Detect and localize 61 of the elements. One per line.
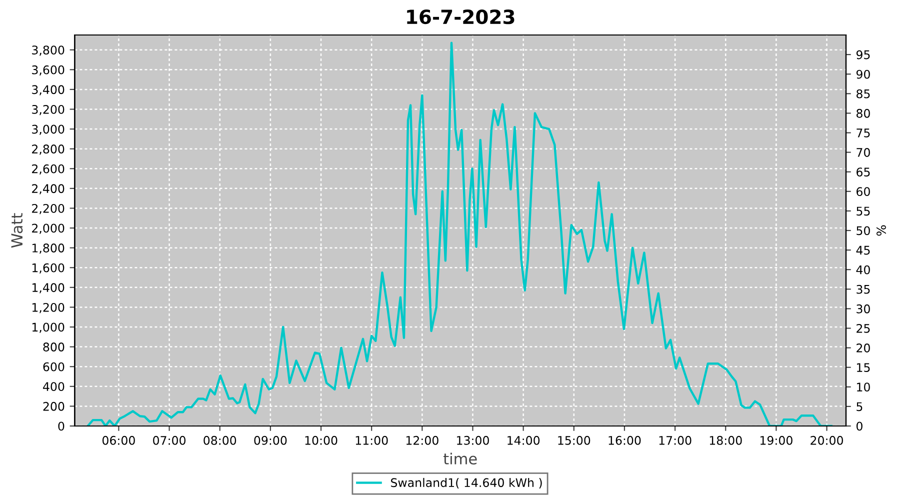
y2-tick-label: 30 — [856, 304, 870, 314]
chart-title: 16-7-2023 — [407, 9, 514, 24]
y2-tick-label: 65 — [856, 168, 870, 177]
x-tick-label: 10:00 — [305, 436, 338, 445]
y2-tick-label: 15 — [857, 363, 870, 372]
line-series — [86, 42, 832, 426]
x-tick-label: 12:00 — [406, 436, 438, 445]
x-tick-label: 20:00 — [810, 436, 844, 445]
y2-tick-label: 70 — [856, 148, 870, 157]
y-tick-label: 2,800 — [32, 144, 64, 155]
y-tick-label: 1,600 — [32, 263, 64, 274]
y-tick-label: 1,000 — [32, 322, 64, 333]
x-tick-label: 15:00 — [558, 436, 590, 445]
y-tick-label: 1,200 — [32, 302, 64, 314]
y2-tick-label: 75 — [856, 128, 870, 138]
x-tick-label: 16:00 — [608, 436, 641, 445]
x-tick-label: 07:00 — [153, 436, 186, 445]
y-tick-label: 3,200 — [32, 104, 64, 116]
y-tick-label: 3,400 — [32, 85, 64, 96]
y2-tick-label: 55 — [856, 206, 870, 216]
y2-axis-title: % — [876, 225, 886, 236]
x-tick-label: 14:00 — [508, 436, 540, 445]
x-tick-label: 17:00 — [659, 436, 692, 445]
y-tick-label: 1,400 — [32, 283, 64, 294]
y2-tick-label: 45 — [856, 246, 870, 255]
y-tick-label: 2,000 — [32, 224, 64, 234]
y-tick-label: 200 — [43, 402, 64, 411]
y2-tick-label: 5 — [856, 402, 862, 412]
x-tick-label: 19:00 — [760, 436, 792, 445]
y2-tick-label: 95 — [856, 50, 870, 60]
y-tick-label: 2,200 — [32, 204, 64, 214]
y-tick-label: 3,600 — [32, 65, 64, 76]
y2-tick-label: 60 — [856, 187, 870, 196]
y-tick-label: 400 — [43, 382, 64, 392]
x-axis-title: time — [444, 452, 477, 465]
x-tick-label: 13:00 — [457, 436, 489, 445]
y-axis-title: Watt — [11, 213, 23, 248]
y2-tick-label: 80 — [856, 108, 870, 118]
y-tick-label: 2,600 — [32, 164, 64, 174]
y2-tick-label: 50 — [856, 226, 870, 236]
x-tick-label: 09:00 — [254, 436, 287, 445]
y2-tick-label: 0 — [856, 422, 862, 431]
x-tick-label: 18:00 — [710, 436, 742, 445]
y2-tick-label: 90 — [856, 70, 870, 79]
x-tick-label: 08:00 — [204, 436, 236, 445]
y2-tick-label: 20 — [856, 344, 870, 352]
y-tick-label: 0 — [58, 422, 64, 431]
y-tick-label: 3,800 — [32, 46, 64, 56]
y-tick-label: 800 — [43, 342, 64, 352]
y2-tick-label: 25 — [856, 324, 870, 333]
y-tick-label: 2,400 — [32, 184, 64, 194]
y2-tick-label: 35 — [856, 284, 870, 294]
y-tick-label: 3,000 — [32, 124, 64, 135]
y-tick-label: 1,800 — [32, 244, 64, 254]
x-tick-label: 11:00 — [356, 436, 388, 445]
y2-tick-label: 10 — [857, 382, 870, 392]
y2-tick-label: 85 — [856, 89, 870, 98]
x-tick-label: 06:00 — [102, 436, 135, 445]
legend-label: Swanland1( 14.640 kWh ) — [390, 478, 542, 488]
y2-tick-label: 40 — [856, 265, 870, 274]
y-tick-label: 600 — [43, 362, 64, 372]
